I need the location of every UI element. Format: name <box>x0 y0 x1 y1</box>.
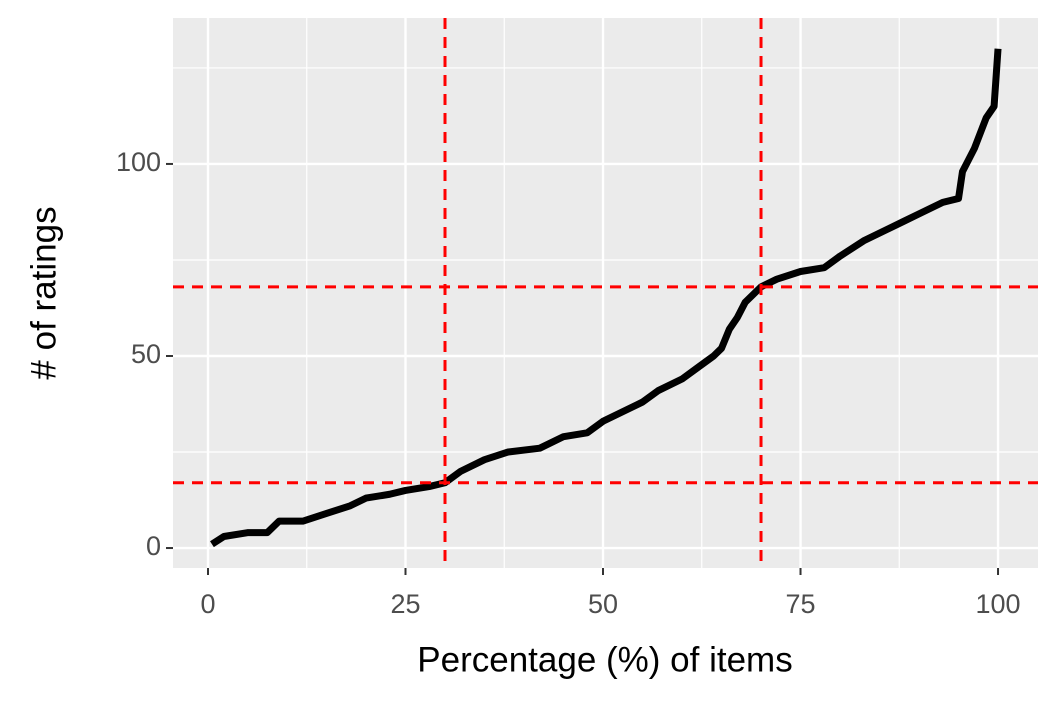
y-tick-label: 50 <box>131 339 161 369</box>
y-tick-label: 100 <box>116 147 161 177</box>
x-tick-label: 50 <box>588 589 618 619</box>
x-tick-label: 100 <box>975 589 1020 619</box>
x-axis-title: Percentage (%) of items <box>417 640 792 679</box>
x-tick-label: 25 <box>390 589 420 619</box>
panel <box>173 18 1038 568</box>
y-axis-title: # of ratings <box>24 206 63 379</box>
x-tick-label: 75 <box>785 589 815 619</box>
data-line <box>210 48 1002 548</box>
y-tick-label: 0 <box>146 531 161 561</box>
x-tick-label: 0 <box>200 589 215 619</box>
